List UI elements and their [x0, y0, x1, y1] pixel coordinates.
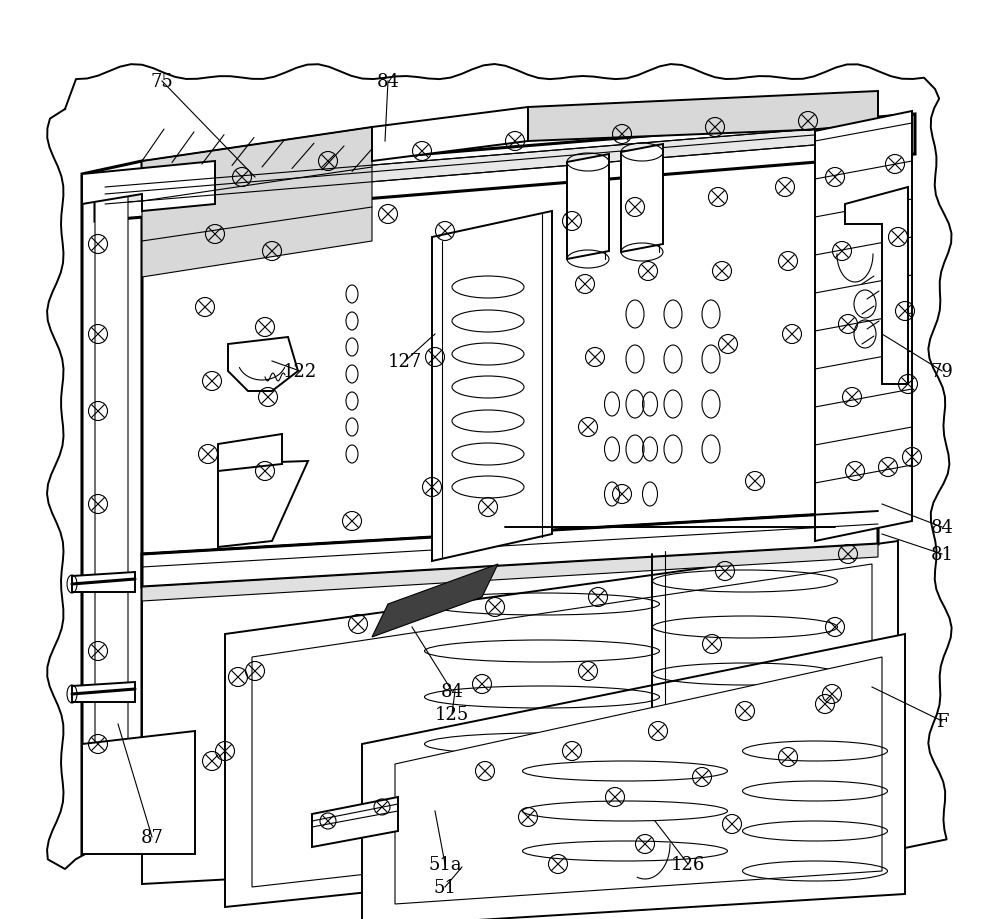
Text: 122: 122: [283, 363, 317, 380]
Polygon shape: [142, 128, 372, 278]
Text: 51: 51: [434, 878, 456, 896]
Text: 126: 126: [671, 855, 705, 873]
Text: F: F: [936, 712, 948, 731]
Polygon shape: [218, 435, 282, 471]
Polygon shape: [82, 732, 195, 854]
Text: 127: 127: [388, 353, 422, 370]
Text: 84: 84: [377, 73, 399, 91]
Polygon shape: [228, 337, 298, 391]
Polygon shape: [47, 65, 952, 869]
Polygon shape: [372, 108, 528, 162]
Polygon shape: [225, 541, 898, 907]
Polygon shape: [621, 145, 663, 253]
Polygon shape: [142, 512, 878, 884]
Polygon shape: [528, 92, 878, 142]
Polygon shape: [72, 682, 135, 702]
Polygon shape: [142, 512, 878, 587]
Text: 81: 81: [930, 545, 954, 563]
Polygon shape: [845, 187, 908, 384]
Polygon shape: [567, 154, 609, 260]
Text: 84: 84: [441, 682, 463, 700]
Polygon shape: [142, 544, 878, 601]
Polygon shape: [252, 564, 872, 887]
Polygon shape: [82, 162, 215, 211]
Polygon shape: [815, 112, 912, 541]
Polygon shape: [312, 797, 398, 847]
Text: 51a: 51a: [428, 855, 462, 873]
Polygon shape: [105, 122, 910, 205]
Polygon shape: [95, 115, 915, 221]
Polygon shape: [432, 211, 552, 562]
Text: 84: 84: [931, 518, 953, 537]
Text: 79: 79: [931, 363, 953, 380]
Text: 125: 125: [435, 705, 469, 723]
Polygon shape: [362, 634, 905, 919]
Polygon shape: [142, 115, 878, 554]
Text: 75: 75: [151, 73, 173, 91]
Polygon shape: [82, 162, 142, 854]
Polygon shape: [218, 461, 308, 548]
Polygon shape: [372, 564, 498, 637]
Text: 87: 87: [141, 828, 163, 846]
Polygon shape: [395, 657, 882, 904]
Polygon shape: [95, 182, 128, 841]
Polygon shape: [72, 573, 135, 593]
